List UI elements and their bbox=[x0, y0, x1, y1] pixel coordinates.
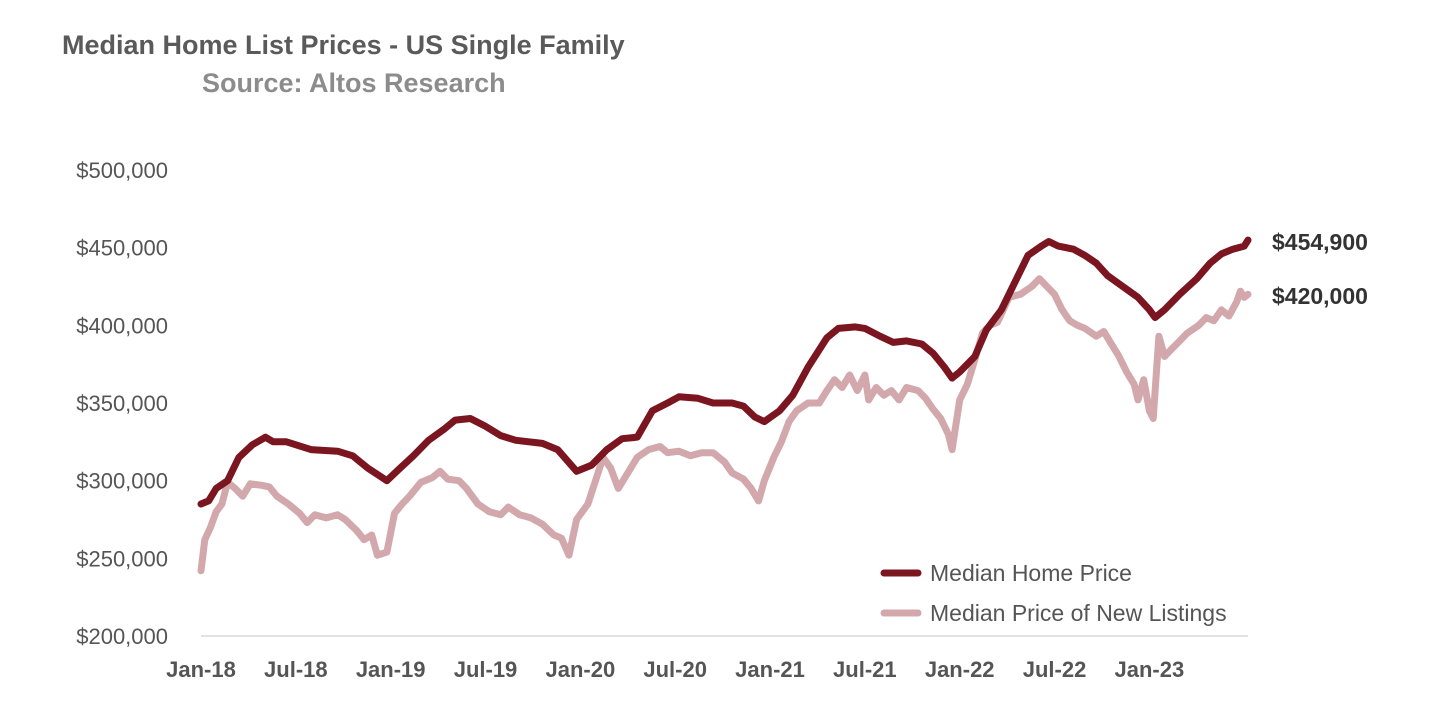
chart-legend: Median Home Price Median Price of New Lis… bbox=[880, 560, 1227, 626]
y-axis: $500,000 $450,000 $400,000 $350,000 $300,000… bbox=[76, 158, 168, 649]
y-tick-label: $400,000 bbox=[76, 313, 168, 338]
chart-title: Median Home List Prices - US Single Fami… bbox=[62, 30, 625, 60]
chart-subtitle: Source: Altos Research bbox=[202, 68, 506, 98]
x-axis: Jan-18 Jul-18 Jan-19 Jul-19 Jan-20 Jul-20 Jan-… bbox=[166, 635, 1248, 682]
series-line-median-home-price bbox=[197, 236, 1252, 508]
x-tick-label: Jul-19 bbox=[454, 657, 518, 682]
y-tick-label: $300,000 bbox=[76, 469, 168, 494]
x-tick-label: Jan-22 bbox=[925, 657, 995, 682]
x-tick-label: Jan-20 bbox=[545, 657, 615, 682]
x-tick-label: Jul-22 bbox=[1023, 657, 1087, 682]
legend-label: Median Home Price bbox=[930, 560, 1132, 586]
x-tick-label: Jul-20 bbox=[643, 657, 707, 682]
x-tick-label: Jan-21 bbox=[735, 657, 805, 682]
y-tick-label: $450,000 bbox=[76, 236, 168, 261]
legend-label: Median Price of New Listings bbox=[930, 600, 1227, 626]
end-labels: $454,900 $420,000 bbox=[1272, 229, 1368, 309]
x-tick-label: Jul-18 bbox=[264, 657, 328, 682]
series-layer bbox=[197, 236, 1252, 575]
x-tick-label: Jan-18 bbox=[166, 657, 236, 682]
y-tick-label: $350,000 bbox=[76, 391, 168, 416]
x-tick-label: Jan-23 bbox=[1115, 657, 1185, 682]
y-tick-label: $250,000 bbox=[76, 546, 168, 571]
x-tick-label: Jan-19 bbox=[356, 657, 426, 682]
end-value-label: $420,000 bbox=[1272, 283, 1368, 309]
y-tick-label: $200,000 bbox=[76, 624, 168, 649]
series-line-median-price-new-listings bbox=[197, 275, 1252, 575]
x-tick-label: Jul-21 bbox=[833, 657, 897, 682]
y-tick-label: $500,000 bbox=[76, 158, 168, 183]
end-value-label: $454,900 bbox=[1272, 229, 1368, 255]
